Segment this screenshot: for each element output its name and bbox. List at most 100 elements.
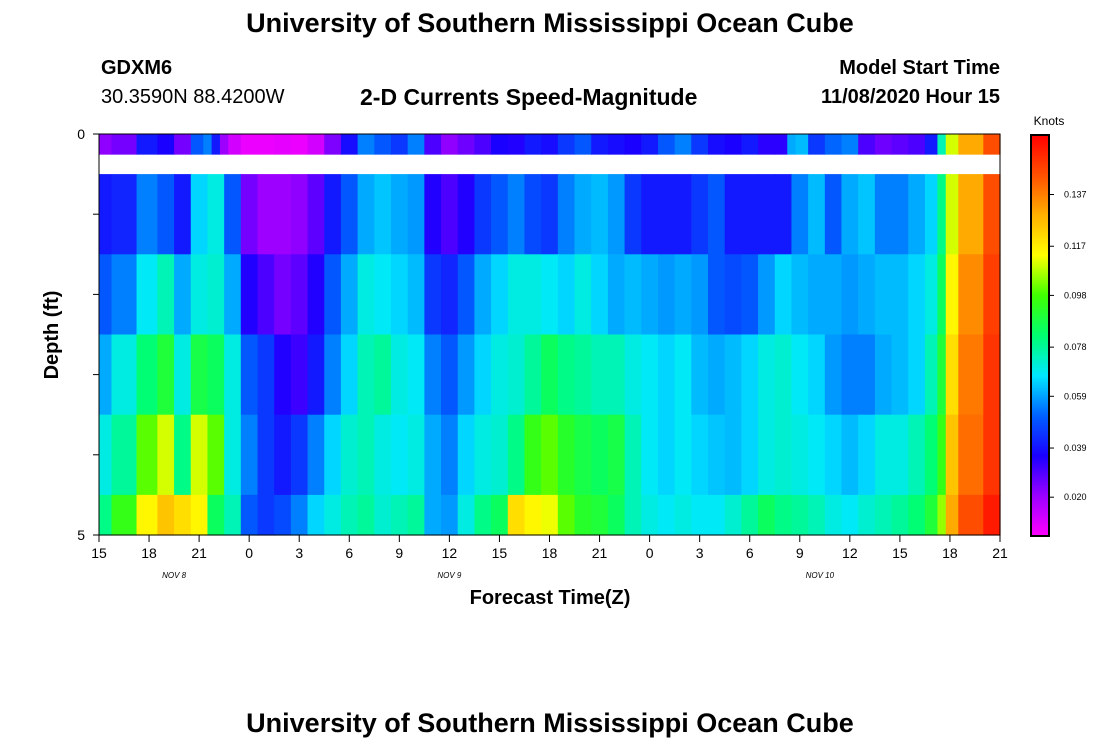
heatmap-cell [624,254,642,336]
heatmap-cell [136,134,158,155]
heatmap-cell [441,174,459,255]
heatmap-cell [174,174,192,255]
y-tick-label: 5 [77,527,85,543]
heatmap-cell [357,494,375,536]
heatmap-cell [924,494,939,536]
heatmap-cell [937,134,947,155]
heatmap-cell [591,174,609,255]
colorbar-title: Knots [1034,114,1065,128]
heatmap-cell [557,334,576,416]
heatmap-cell [340,254,359,336]
heatmap-cell [674,254,692,336]
heatmap-cell [607,334,626,416]
heatmap-cell [924,134,939,155]
heatmap-cell [908,254,926,336]
heatmap-cell [774,334,793,416]
heatmap-cell [908,334,926,416]
heatmap-cell [136,494,158,536]
heatmap-cell [174,134,192,155]
station-coords: 30.3590N 88.4200W [101,86,285,108]
heatmap-cell [374,254,392,336]
heatmap-cell [657,334,676,416]
heatmap-cell [657,254,676,336]
heatmap-cell [190,254,209,336]
heatmap-cell [474,254,492,336]
heatmap-cell [190,174,209,255]
heatmap-cell [591,334,609,416]
heatmap-cell [407,134,425,155]
heatmap-cell [211,134,221,155]
heatmap-cell [624,334,642,416]
heatmap-cell [795,134,809,155]
heatmap-cell [457,494,476,536]
heatmap-cell [841,134,859,155]
heatmap-cell [324,494,342,536]
heatmap-cell [641,334,659,416]
heatmap-cell [691,334,709,416]
heatmap-cell [924,174,939,255]
heatmap-cell [240,174,259,255]
heatmap-cell [274,494,292,536]
heatmap-cell [324,254,342,336]
page-title-top: University of Southern Mississippi Ocean… [246,8,854,38]
heatmap-cell [708,134,726,155]
heatmap-cell [99,494,113,536]
heatmap-cell [624,494,642,536]
heatmap-cell [624,174,642,255]
heatmap-cell [357,334,375,416]
heatmap-cell [708,334,726,416]
heatmap-cell [507,174,526,255]
heatmap-cell [741,134,759,155]
heatmap-cell [424,134,442,155]
heatmap-cell [307,134,325,155]
heatmap-cell [257,134,275,155]
heatmap-cell [557,174,576,255]
heatmap-cell [937,414,947,496]
x-tick-label: 21 [191,545,207,561]
heatmap-cell [457,134,476,155]
heatmap-cell [724,414,742,496]
heatmap-cell [641,174,659,255]
heatmap-cell [874,414,893,496]
heatmap-cell [607,494,626,536]
heatmap-cell [641,134,659,155]
heatmap-cell [174,334,192,416]
x-tick-label: 15 [492,545,508,561]
heatmap-cell [924,414,939,496]
heatmap-cell [324,334,342,416]
heatmap-cell [983,334,1001,416]
heatmap-cell [340,494,359,536]
heatmap-cell [691,134,709,155]
heatmap-cell [724,174,742,255]
heatmap-cell [240,134,259,155]
heatmap-cell [407,494,425,536]
heatmap-cell [824,334,843,416]
heatmap-cell [390,134,409,155]
heatmap-cell [374,414,392,496]
colorbar-tick-label: 0.039 [1064,443,1087,453]
heatmap-cell [257,254,275,336]
heatmap-cell [657,134,676,155]
heatmap-cell [574,414,592,496]
heatmap-cell [99,134,113,155]
heatmap-cell [791,334,809,416]
heatmap-cell [224,334,242,416]
heatmap-cell [524,254,542,336]
heatmap-cell [808,254,826,336]
heatmap-cell [207,414,225,496]
heatmap-cell [240,494,259,536]
heatmap-cell [340,414,359,496]
heatmap-cell [157,414,175,496]
chart-subtitle: 2-D Currents Speed-Magnitude [360,84,698,110]
heatmap-cell [741,494,759,536]
heatmap-cell [758,254,776,336]
heatmap-cell [524,414,542,496]
colorbar-tick-label: 0.059 [1064,391,1087,401]
heatmap-cell [524,334,542,416]
heatmap-cell [541,174,559,255]
heatmap-cell [274,134,292,155]
heatmap-cell [407,334,425,416]
heatmap-cell [374,134,392,155]
heatmap-cell [240,414,259,496]
x-axis: 15 18 21 0 3 6 9 12 15 18 21 0 3 6 9 12 15 18 21 NOV 8 NOV 9… [91,535,1008,580]
